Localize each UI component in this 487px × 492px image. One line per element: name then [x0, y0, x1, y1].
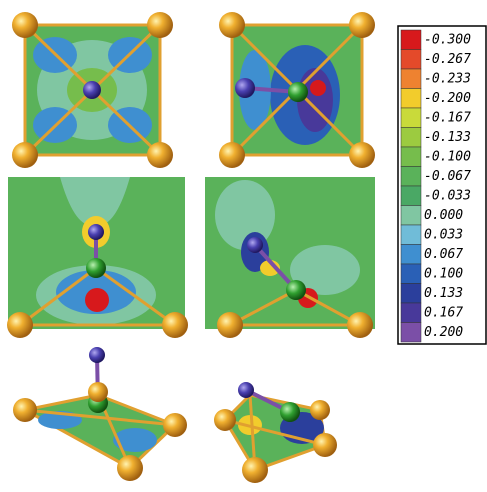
color-legend: -0.300 -0.267 -0.233 -0.200 -0.167 -0.133 -0.1… — [398, 26, 486, 344]
legend-swatch — [401, 128, 421, 148]
legend-swatch — [401, 147, 421, 167]
legend-label: -0.233 — [424, 71, 471, 86]
legend-swatch — [401, 284, 421, 304]
legend-label: -0.200 — [424, 91, 471, 106]
legend-swatch — [401, 30, 421, 50]
panel-top-right — [219, 12, 375, 168]
figure: -0.300 -0.267 -0.233 -0.200 -0.167 -0.133 -0.1… — [0, 0, 487, 492]
legend-swatch — [401, 186, 421, 206]
legend-swatch — [401, 264, 421, 284]
legend-swatch — [401, 89, 421, 109]
legend-label: 0.133 — [424, 286, 463, 301]
panel-bottom-right — [214, 382, 337, 483]
legend-swatch — [401, 323, 421, 343]
legend-label: 0.200 — [424, 325, 463, 340]
legend-swatch — [401, 167, 421, 187]
legend-label: 0.067 — [424, 247, 463, 262]
legend-swatch — [401, 245, 421, 265]
legend-swatch — [401, 206, 421, 226]
panel-bottom-left — [13, 347, 187, 481]
legend-label: 0.167 — [424, 305, 463, 320]
legend-label: -0.167 — [424, 110, 471, 125]
legend-label: -0.300 — [424, 32, 471, 47]
legend-label: 0.033 — [424, 227, 463, 242]
legend-label: 0.000 — [424, 208, 463, 223]
panel-middle-left — [7, 177, 188, 338]
legend-swatch — [401, 50, 421, 70]
legend-label: -0.100 — [424, 149, 471, 164]
legend-swatch — [401, 225, 421, 245]
legend-label: -0.067 — [424, 169, 471, 184]
legend-swatch — [401, 108, 421, 128]
legend-label: -0.033 — [424, 188, 471, 203]
legend-swatch — [401, 303, 421, 323]
panel-top-left — [12, 12, 173, 168]
legend-swatch — [401, 69, 421, 89]
panel-middle-right — [205, 177, 375, 338]
legend-label: -0.133 — [424, 130, 471, 145]
legend-label: 0.100 — [424, 266, 463, 281]
legend-label: -0.267 — [424, 52, 471, 67]
